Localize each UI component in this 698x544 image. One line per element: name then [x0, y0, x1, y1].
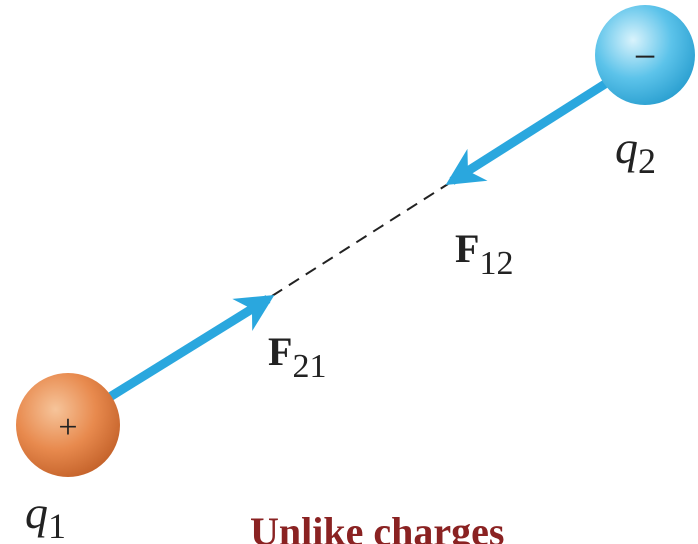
subscript: 1: [48, 506, 66, 544]
charge-sign: +: [58, 409, 77, 446]
subscript: 12: [479, 245, 513, 282]
force-label: F12: [455, 226, 513, 282]
dashed-line: [272, 184, 448, 296]
subscript: 21: [292, 348, 326, 385]
subscript: 2: [638, 141, 656, 181]
force-arrow-21: [105, 299, 268, 400]
symbol: F: [455, 226, 479, 271]
charge-label: q2: [615, 122, 656, 181]
diagram: + − q2 q1 F12 F21 Unlike charges: [0, 0, 698, 544]
force-label: F21: [268, 329, 326, 385]
symbol: F: [268, 329, 292, 374]
symbol: q: [25, 487, 48, 538]
caption: Unlike charges: [250, 509, 504, 544]
symbol: q: [615, 122, 638, 173]
charge-sign: −: [634, 34, 657, 79]
charge-label: q1: [25, 487, 66, 544]
force-arrow-12: [452, 84, 605, 181]
